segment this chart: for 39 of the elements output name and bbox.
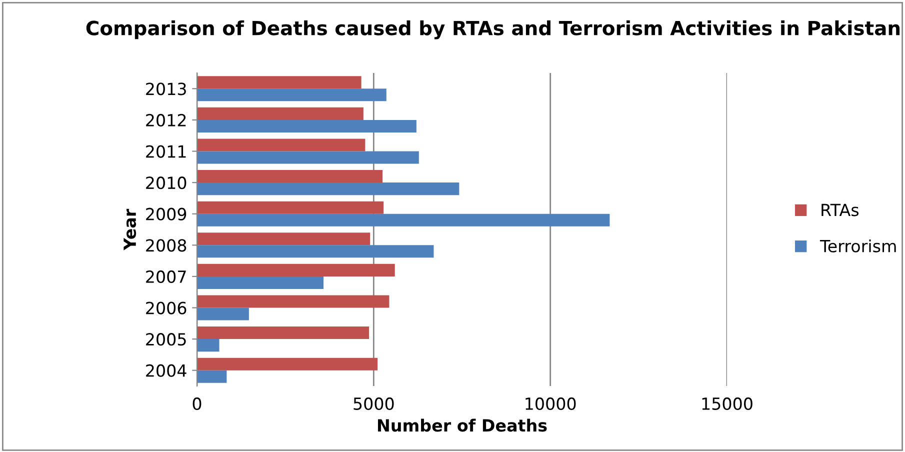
x-axis-title: Number of Deaths bbox=[378, 418, 547, 432]
bar bbox=[197, 138, 366, 152]
bar bbox=[197, 170, 382, 183]
y-axis-title: Year bbox=[124, 208, 136, 250]
x-tick-label: 5000 bbox=[354, 397, 394, 410]
y-tick-label: 2007 bbox=[146, 270, 186, 284]
bar bbox=[197, 358, 378, 370]
bar bbox=[197, 201, 384, 214]
y-tick-label: 2005 bbox=[146, 333, 186, 346]
x-tick-label: 15000 bbox=[702, 397, 752, 410]
bar bbox=[197, 276, 324, 289]
bar bbox=[197, 295, 390, 308]
bar bbox=[197, 232, 370, 246]
bar bbox=[197, 264, 395, 276]
bar bbox=[197, 182, 460, 196]
bar bbox=[197, 245, 434, 258]
bar bbox=[197, 308, 249, 320]
y-tick-label: 2006 bbox=[146, 302, 186, 314]
bar bbox=[197, 107, 364, 120]
bar bbox=[197, 370, 227, 383]
bar bbox=[197, 151, 419, 164]
legend-label: Terrorism bbox=[820, 240, 896, 252]
y-tick-label: 2008 bbox=[146, 239, 186, 252]
bar bbox=[197, 214, 610, 226]
bar bbox=[197, 120, 416, 132]
chart-title: Comparison of Deaths caused by RTAs and Terrorism Activities in Pakistan bbox=[86, 20, 900, 40]
y-tick-label: 2012 bbox=[146, 114, 186, 127]
y-tick-label: 2010 bbox=[146, 176, 186, 190]
y-tick-label: 2013 bbox=[146, 82, 186, 96]
y-tick-label: 2004 bbox=[146, 364, 186, 377]
y-tick-label: 2011 bbox=[146, 145, 186, 158]
x-tick-label: 0 bbox=[192, 397, 202, 410]
bar bbox=[197, 339, 220, 352]
legend-label: RTAs bbox=[822, 204, 859, 216]
bar bbox=[197, 88, 386, 102]
bar bbox=[197, 76, 362, 89]
x-tick-label: 10000 bbox=[526, 397, 576, 410]
y-tick-label: 2009 bbox=[146, 208, 186, 220]
bar bbox=[197, 326, 370, 340]
